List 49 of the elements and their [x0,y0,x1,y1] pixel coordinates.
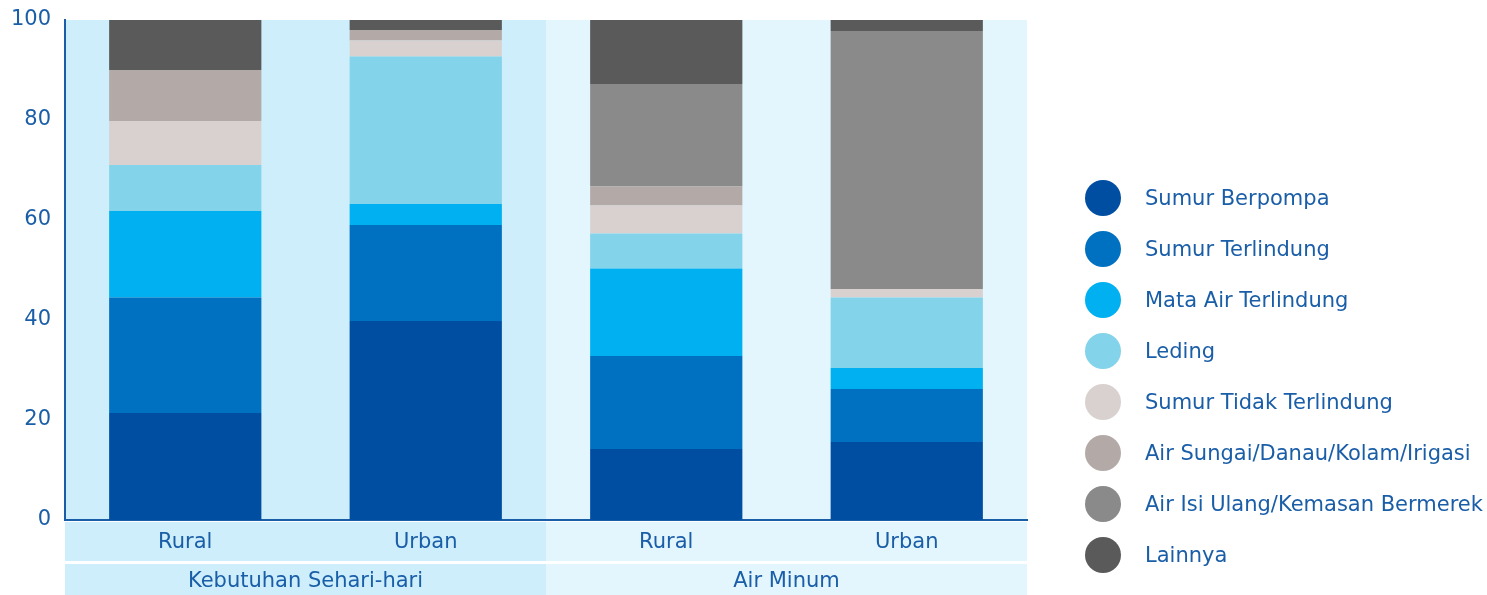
bar [349,30,502,41]
y-tick-label: 40 [24,306,51,331]
bar [109,297,262,413]
legend-label: Sumur Berpompa [1145,185,1330,210]
bar [590,356,743,449]
text: Air Minum [733,568,840,593]
y-tick-label: 100 [10,6,51,31]
bar [590,205,743,234]
x-tick-label: Rural [158,529,213,554]
bar [109,165,262,211]
bar [590,268,743,356]
bar [109,211,262,298]
bar [590,84,743,187]
y-tick-label: 0 [37,506,51,531]
bar [349,20,502,30]
bar [109,20,262,70]
y-tick-label: 60 [24,206,51,231]
bar [109,413,262,520]
bar [830,389,983,442]
legend-label: Air Isi Ulang/Kemasan Bermerek [1145,491,1483,516]
bar [830,442,983,520]
text: Kebutuhan Sehari-hari [187,568,424,593]
x-tick-label: Rural [639,529,694,554]
bar [590,449,743,520]
legend-label: Lainnya [1145,542,1228,567]
x-tick-label: Urban [393,529,458,554]
legend-label: Mata Air Terlindung [1145,287,1349,312]
legend-label: Air Sungai/Danau/Kolam/Irigasi [1145,440,1471,465]
bar [590,233,743,269]
bar [349,40,502,57]
y-tick-label: 20 [24,406,51,431]
bar [349,204,502,225]
bar [109,121,262,165]
bar [830,368,983,389]
y-tick-label: 80 [24,106,51,131]
bar [830,20,983,31]
legend-label: Sumur Terlindung [1145,236,1330,261]
bar [349,225,502,321]
x-tick-label: Urban [874,529,939,554]
bar [590,186,743,206]
bar [830,289,983,298]
bar [109,70,262,121]
legend-label: Sumur Tidak Terlindung [1145,389,1393,414]
bar [349,321,502,520]
bar [590,20,743,84]
legend-label: Leding [1145,338,1216,363]
bar [830,297,983,368]
bar [349,56,502,204]
bar [830,31,983,289]
